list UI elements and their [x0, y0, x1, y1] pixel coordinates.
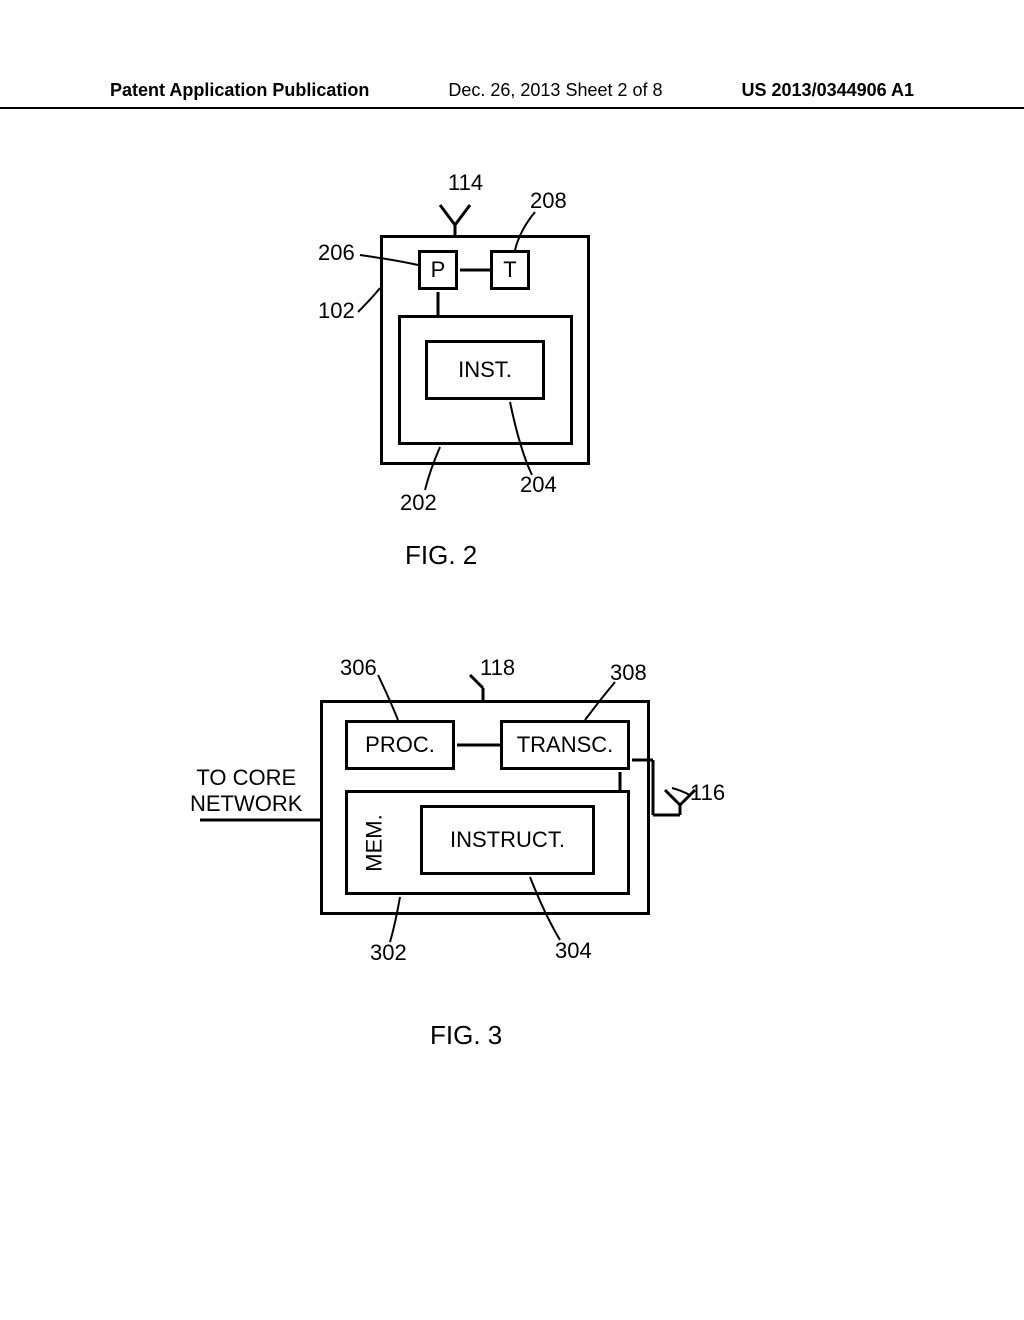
- fig3-label-306: 306: [340, 655, 377, 681]
- fig3-label-302: 302: [370, 940, 407, 966]
- fig2-t-box: T: [490, 250, 530, 290]
- fig2-label-102: 102: [318, 298, 355, 324]
- header-mid: Dec. 26, 2013 Sheet 2 of 8: [448, 80, 662, 101]
- fig3-transc-label: TRANSC.: [517, 732, 614, 758]
- fig2-p-box: P: [418, 250, 458, 290]
- fig3-instruct-label: INSTRUCT.: [450, 827, 565, 853]
- fig2-label-206: 206: [318, 240, 355, 266]
- figure-2: P T INST. 114 208 206 102 202 204: [0, 170, 1024, 550]
- fig2-t-label: T: [503, 257, 516, 283]
- fig2-label-204: 204: [520, 472, 557, 498]
- fig2-label-114: 114: [448, 170, 483, 196]
- fig2-label-202: 202: [400, 490, 437, 516]
- fig3-proc-box: PROC.: [345, 720, 455, 770]
- fig3-label-118: 118: [480, 655, 515, 681]
- fig3-label-308: 308: [610, 660, 647, 686]
- fig2-inst-label: INST.: [458, 357, 512, 383]
- fig3-core-network-label: TO CORE NETWORK: [190, 765, 302, 818]
- fig2-inst-box: INST.: [425, 340, 545, 400]
- header-left: Patent Application Publication: [110, 80, 369, 101]
- fig3-core-line2: NETWORK: [190, 791, 302, 816]
- fig3-label-304: 304: [555, 938, 592, 964]
- figure-3: PROC. TRANSC. MEM. INSTRUCT. TO CORE NET…: [0, 640, 1024, 1060]
- fig3-core-line1: TO CORE: [196, 765, 296, 790]
- fig2-label-208: 208: [530, 188, 567, 214]
- fig2-caption: FIG. 2: [405, 540, 477, 571]
- fig3-instruct-box: INSTRUCT.: [420, 805, 595, 875]
- fig3-caption: FIG. 3: [430, 1020, 502, 1051]
- page-header: Patent Application Publication Dec. 26, …: [0, 80, 1024, 109]
- fig2-p-label: P: [431, 257, 446, 283]
- fig3-mem-label: MEM.: [362, 814, 388, 871]
- fig3-label-116: 116: [690, 780, 725, 806]
- header-right: US 2013/0344906 A1: [742, 80, 914, 101]
- fig3-mem-label-wrap: MEM.: [360, 798, 390, 888]
- fig3-transc-box: TRANSC.: [500, 720, 630, 770]
- fig3-proc-label: PROC.: [365, 732, 435, 758]
